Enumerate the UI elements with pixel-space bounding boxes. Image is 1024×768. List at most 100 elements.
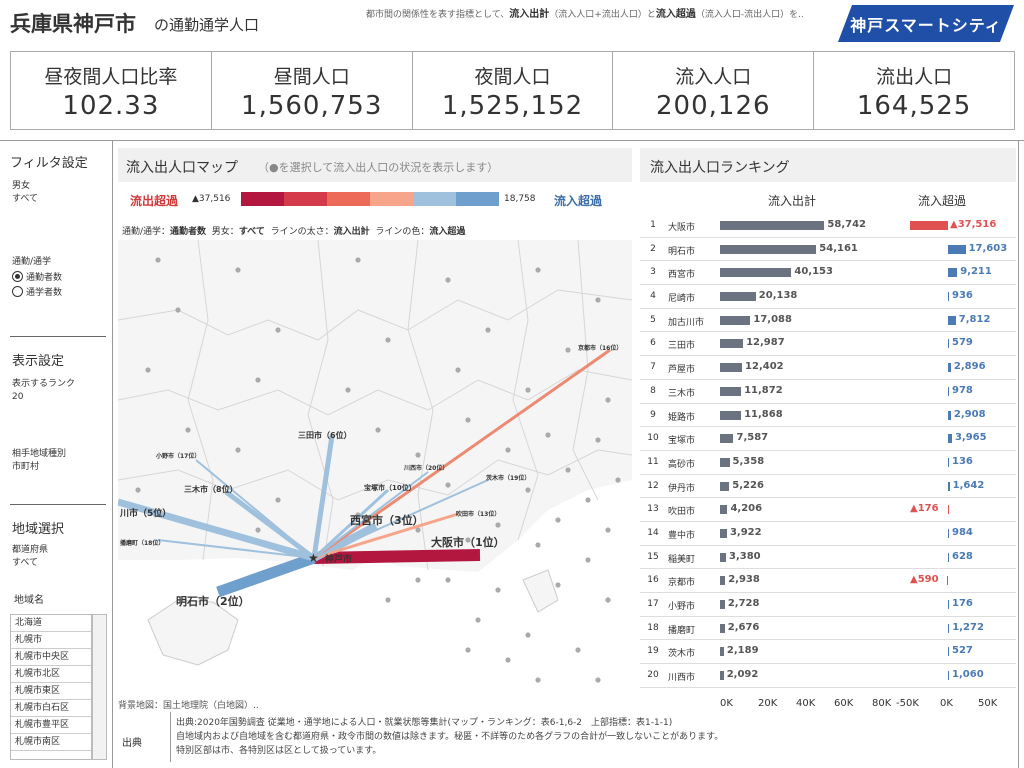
municipality-dot[interactable] xyxy=(585,497,591,503)
excess-bar[interactable] xyxy=(948,268,958,278)
municipality-dot[interactable] xyxy=(605,597,611,603)
ranking-row[interactable]: 17 小野市 2,728 176 xyxy=(640,593,1016,617)
map-label[interactable]: 川西市（20位） xyxy=(403,464,448,472)
ranking-row[interactable]: 12 伊丹市 5,226 1,642 xyxy=(640,475,1016,499)
municipality-dot[interactable] xyxy=(535,267,541,273)
flow-line-ono[interactable] xyxy=(195,459,315,559)
total-bar[interactable] xyxy=(720,505,728,515)
total-bar[interactable] xyxy=(720,457,730,467)
flow-map[interactable]: ★ 神戸市 大阪市（1位） 明石市（2位） 西宮市（3位） 川市（5位） 三田市… xyxy=(118,240,632,695)
region-list-item[interactable]: 札幌市中央区 xyxy=(11,649,91,666)
total-bar[interactable] xyxy=(720,386,742,396)
total-bar[interactable] xyxy=(720,528,727,538)
total-bar[interactable] xyxy=(720,600,725,609)
ranking-row[interactable]: 16 京都市 2,938 ▲590 xyxy=(640,569,1016,593)
municipality-dot[interactable] xyxy=(455,367,461,373)
flow-line-akashi[interactable] xyxy=(216,552,316,598)
municipality-dot[interactable] xyxy=(555,517,561,523)
region-list-item[interactable]: 北海道 xyxy=(11,615,91,632)
excess-bar[interactable] xyxy=(948,315,956,325)
total-bar[interactable] xyxy=(720,244,817,254)
municipality-dot[interactable] xyxy=(495,522,501,528)
ranking-row[interactable]: 13 吹田市 4,206 ▲176 xyxy=(640,498,1016,522)
municipality-dot[interactable] xyxy=(375,427,381,433)
excess-bar[interactable] xyxy=(948,410,951,420)
total-bar[interactable] xyxy=(720,623,725,633)
region-listbox[interactable]: 北海道 札幌市 札幌市中央区 札幌市北区 札幌市東区 札幌市白石区 札幌市豊平区 札幌市南区 xyxy=(10,614,92,760)
municipality-dot[interactable] xyxy=(545,432,551,438)
map-label[interactable]: 宝塚市（10位） xyxy=(364,483,416,492)
municipality-dot[interactable] xyxy=(275,497,281,503)
municipality-dot[interactable] xyxy=(535,677,541,683)
municipality-dot[interactable] xyxy=(465,417,471,423)
map-label[interactable]: 川市（5位） xyxy=(119,507,171,519)
municipality-dot[interactable] xyxy=(465,647,471,653)
kobe-smartcity-logo[interactable]: 神戸スマートシティ xyxy=(838,5,1014,42)
ranking-row[interactable]: 6 三田市 12,987 579 xyxy=(640,332,1016,357)
radio-commute[interactable]: 通勤者数 xyxy=(12,270,62,283)
excess-bar[interactable] xyxy=(948,671,950,681)
region-scrollbar[interactable] xyxy=(92,614,107,760)
region-list-item[interactable]: 札幌市東区 xyxy=(11,683,91,700)
municipality-dot[interactable] xyxy=(385,597,391,603)
total-bar[interactable] xyxy=(720,576,726,586)
municipality-dot[interactable] xyxy=(465,537,471,543)
total-bar[interactable] xyxy=(720,481,730,491)
excess-bar[interactable] xyxy=(947,576,948,586)
flow-lines[interactable] xyxy=(118,348,611,598)
flow-line-suita[interactable] xyxy=(313,512,459,560)
municipality-dot[interactable] xyxy=(485,327,491,333)
radio-school[interactable]: 通学者数 xyxy=(12,285,62,298)
ranking-row[interactable]: 1 大阪市 58,742 ▲37,516 xyxy=(640,214,1016,238)
municipality-dot[interactable] xyxy=(565,347,571,353)
municipality-dot[interactable] xyxy=(475,617,481,623)
map-label[interactable]: 大阪市（1位） xyxy=(431,535,505,549)
municipality-dot[interactable] xyxy=(415,452,421,458)
region-list-item[interactable]: 札幌市南区 xyxy=(11,734,91,751)
ranking-row[interactable]: 9 姫路市 11,868 2,908 xyxy=(640,404,1016,428)
excess-bar[interactable] xyxy=(948,647,949,657)
excess-bar[interactable] xyxy=(948,363,951,373)
excess-bar[interactable] xyxy=(948,528,949,538)
flow-line-osaka[interactable] xyxy=(313,549,481,564)
map-label[interactable]: 明石市（2位） xyxy=(176,594,250,608)
municipality-dot[interactable] xyxy=(565,467,571,473)
map-label[interactable]: 京都市（16位） xyxy=(578,344,622,352)
municipality-dot[interactable] xyxy=(235,267,241,273)
municipality-dot[interactable] xyxy=(255,527,261,533)
ranking-row[interactable]: 10 宝塚市 7,587 3,965 xyxy=(640,427,1016,451)
excess-bar[interactable] xyxy=(948,244,966,254)
municipality-dot[interactable] xyxy=(525,632,531,638)
region-list-item[interactable]: 札幌市豊平区 xyxy=(11,717,91,734)
municipality-dot[interactable] xyxy=(585,557,591,563)
municipality-dot[interactable] xyxy=(175,307,181,313)
municipality-dot[interactable] xyxy=(415,577,421,583)
municipality-dot[interactable] xyxy=(355,257,361,263)
map-label[interactable]: 小野市（17位） xyxy=(155,452,200,460)
municipality-dot[interactable] xyxy=(235,447,241,453)
municipality-dot[interactable] xyxy=(445,482,451,488)
excess-bar[interactable] xyxy=(948,481,950,491)
excess-bar[interactable] xyxy=(948,292,949,302)
municipality-dot[interactable] xyxy=(445,577,451,583)
flow-line-harima[interactable] xyxy=(157,539,315,559)
region-list-item[interactable]: 札幌市北区 xyxy=(11,666,91,683)
kobe-star-icon[interactable]: ★ xyxy=(308,551,319,565)
map-label[interactable]: 茨木市（19位） xyxy=(486,474,530,482)
total-bar[interactable] xyxy=(720,292,756,302)
flow-line-takarazuka[interactable] xyxy=(312,488,390,560)
municipality-dot[interactable] xyxy=(575,647,581,653)
municipality-dot[interactable] xyxy=(535,542,541,548)
ranking-row[interactable]: 19 茨木市 2,189 527 xyxy=(640,640,1016,665)
pref-select[interactable]: すべて xyxy=(12,558,39,568)
map-label[interactable]: 播磨町（18位） xyxy=(120,539,164,547)
municipality-dot[interactable] xyxy=(135,487,141,493)
excess-bar[interactable] xyxy=(948,623,950,633)
total-bar[interactable] xyxy=(720,671,724,681)
flow-line-kyoto[interactable] xyxy=(313,348,611,560)
total-bar[interactable] xyxy=(720,315,751,325)
municipality-dot[interactable] xyxy=(525,387,531,393)
municipality-dot[interactable] xyxy=(605,397,611,403)
ranking-row[interactable]: 5 加古川市 17,088 7,812 xyxy=(640,309,1016,333)
municipality-dot[interactable] xyxy=(505,447,511,453)
